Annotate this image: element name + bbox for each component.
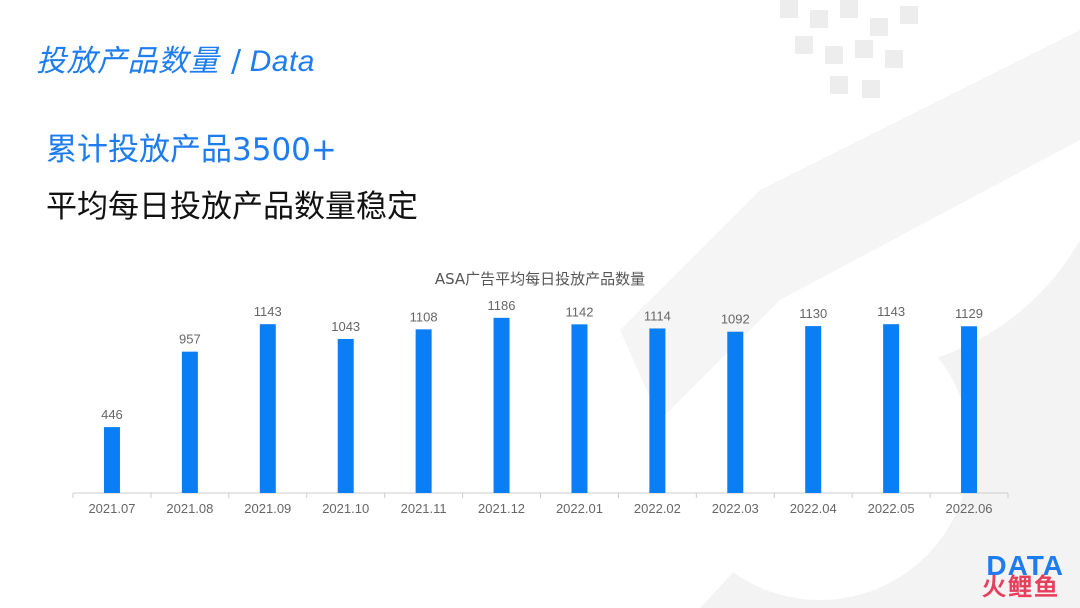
x-tick-label-2022.06: 2022.06 xyxy=(946,501,993,516)
page-title-en: Data xyxy=(249,45,315,78)
bar-2022.04 xyxy=(805,326,822,493)
x-tick-label-2022.05: 2022.05 xyxy=(868,501,915,516)
bar-2021.07 xyxy=(103,427,120,493)
bar-2022.06 xyxy=(961,326,978,493)
data-label-2022.04: 1130 xyxy=(799,306,827,321)
bar-2021.09 xyxy=(259,324,276,493)
chart-title: ASA广告平均每日投放产品数量 xyxy=(434,270,646,288)
x-tick-label-2022.02: 2022.02 xyxy=(634,501,681,516)
data-label-2022.03: 1092 xyxy=(721,312,750,327)
data-label-2022.02: 1114 xyxy=(644,308,671,323)
bar-2021.08 xyxy=(181,351,198,493)
data-label-2021.12: 1186 xyxy=(488,298,516,313)
subheadline: 平均每日投放产品数量稳定 xyxy=(46,189,418,225)
brand-logo: DATA 火鲤鱼 xyxy=(914,550,1064,602)
x-tick-label-2021.08: 2021.08 xyxy=(166,501,213,516)
bar-2022.02 xyxy=(649,328,666,493)
data-label-2021.07: 446 xyxy=(101,407,123,422)
bar-2021.10 xyxy=(337,338,354,493)
x-tick-label-2021.12: 2021.12 xyxy=(478,501,525,516)
data-label-2022.06: 1129 xyxy=(955,306,983,321)
x-tick-label-2021.10: 2021.10 xyxy=(322,501,369,516)
bar-2022.03 xyxy=(727,331,744,493)
data-label-2021.11: 1108 xyxy=(410,309,438,324)
x-tick-label-2022.01: 2022.01 xyxy=(556,501,603,516)
x-tick-label-2022.03: 2022.03 xyxy=(712,501,759,516)
x-tick-label-2021.07: 2021.07 xyxy=(88,501,135,516)
page-title-cn: 投放产品数量 xyxy=(36,44,219,79)
title-separator: / xyxy=(231,44,242,79)
bar-2022.01 xyxy=(571,324,588,493)
data-label-2021.09: 1143 xyxy=(254,304,282,319)
x-tick-label-2021.11: 2021.11 xyxy=(401,501,447,516)
headline: 累计投放产品3500+ xyxy=(46,132,337,168)
data-label-2022.01: 1142 xyxy=(565,304,593,319)
bar-2021.11 xyxy=(415,329,432,493)
data-label-2021.08: 957 xyxy=(179,332,201,347)
x-tick-label-2021.09: 2021.09 xyxy=(244,501,291,516)
bar-2022.05 xyxy=(883,324,900,493)
data-label-2021.10: 1043 xyxy=(331,319,360,334)
page-title: 投放产品数量 / Data xyxy=(36,36,315,80)
brand-logo-top: DATA xyxy=(986,550,1064,581)
bar-2021.12 xyxy=(493,317,510,493)
brand-logo-bottom: 火鲤鱼 xyxy=(982,573,1060,601)
x-tick-label-2022.04: 2022.04 xyxy=(790,501,837,516)
data-label-2022.05: 1143 xyxy=(877,304,905,319)
